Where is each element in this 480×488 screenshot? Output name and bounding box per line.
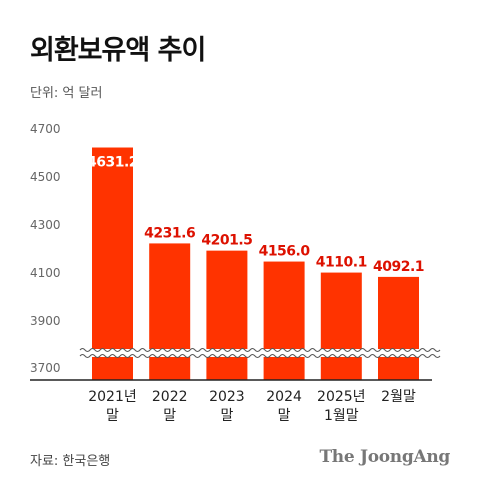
x-tick-label: 2021년 (88, 389, 137, 405)
bar (378, 276, 419, 380)
x-tick-label: 말 (106, 408, 119, 424)
bar (206, 250, 248, 380)
unit-label: 단위: 억 달러 (30, 86, 103, 101)
axis-break-line (79, 348, 441, 352)
axis-break-mark (79, 348, 441, 358)
value-label: 4201.5 (201, 233, 252, 249)
value-label: 4110.1 (316, 255, 367, 271)
x-tick-label: 2023 (209, 389, 245, 405)
source-label: 자료: 한국은행 (30, 454, 111, 469)
value-labels: 4631.2 4231.6 4201.5 4156.0 4110.1 4092.1 (87, 155, 425, 275)
bar (263, 261, 305, 380)
y-axis: 3700 3900 4100 4300 4500 4700 (30, 122, 61, 375)
x-tick-label: 2024 (266, 389, 302, 405)
chart-title: 외환보유액 추이 (30, 35, 206, 66)
bars (92, 147, 419, 380)
publisher-logo: The JoongAng (319, 447, 450, 467)
bar (92, 147, 133, 380)
y-tick-label: 4300 (30, 218, 61, 232)
bar (149, 243, 191, 380)
x-tick-label: 말 (163, 408, 176, 424)
value-label: 4156.0 (259, 244, 311, 260)
y-tick-label: 4100 (30, 266, 61, 280)
x-tick-label: 2025년 (317, 389, 366, 405)
y-tick-label: 3700 (30, 361, 61, 375)
value-label: 4631.2 (87, 155, 138, 171)
value-label: 4231.6 (144, 225, 195, 241)
value-label: 4092.1 (373, 259, 424, 275)
axis-break-line (79, 354, 441, 358)
x-tick-label: 말 (220, 408, 233, 424)
x-tick-label: 2월말 (381, 389, 416, 405)
bar (320, 272, 362, 380)
axis-break-band (80, 349, 434, 357)
x-tick-label: 1월말 (324, 408, 359, 424)
x-tick-label: 말 (278, 408, 291, 424)
y-tick-label: 4700 (30, 122, 61, 136)
y-tick-label: 3900 (30, 314, 61, 328)
y-tick-label: 4500 (30, 170, 61, 184)
x-tick-label: 2022 (152, 389, 188, 405)
